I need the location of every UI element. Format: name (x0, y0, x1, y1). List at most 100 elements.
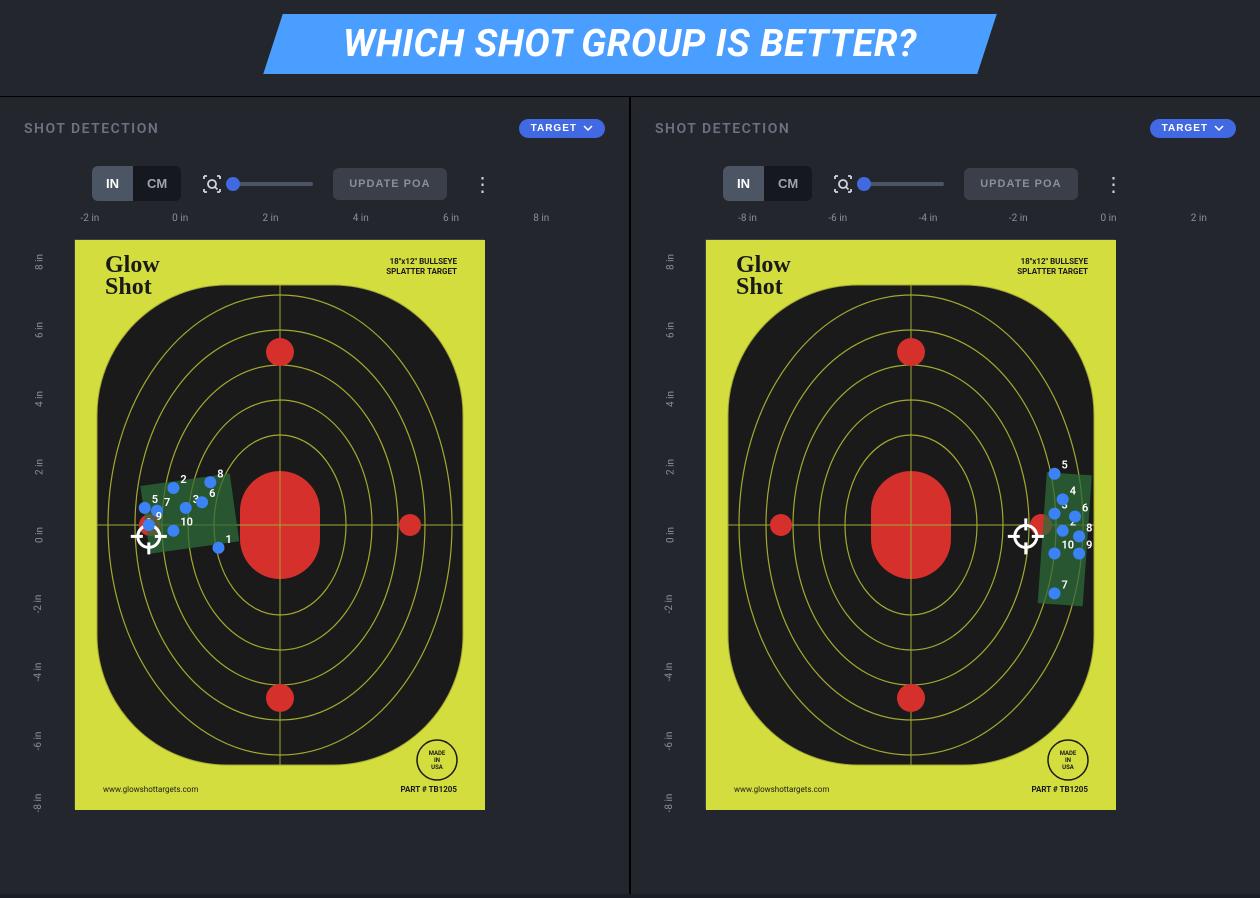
kebab-menu-icon[interactable]: ⋮ (467, 172, 499, 196)
x-axis: -8 in -6 in -4 in -2 in 0 in 2 in (705, 213, 1236, 233)
svg-text:8: 8 (217, 467, 223, 480)
y-tick: 0 in (665, 527, 676, 543)
y-tick: -8 in (664, 794, 675, 813)
kebab-menu-icon[interactable]: ⋮ (1098, 172, 1130, 196)
x-tick: 6 in (443, 213, 459, 224)
svg-text:7: 7 (164, 496, 170, 509)
zoom-slider[interactable] (864, 182, 944, 186)
zoom-control (832, 173, 944, 195)
unit-toggle: INCM (92, 166, 181, 201)
svg-text:PART # TB1205: PART # TB1205 (401, 785, 458, 794)
target-image[interactable]: GlowShot18"x12" BULLSEYESPLATTER TARGETw… (705, 239, 1115, 809)
x-tick: -6 in (828, 213, 847, 224)
update-poa-button[interactable]: UPDATE POA (964, 168, 1077, 200)
y-axis: 8 in6 in4 in2 in0 in-2 in-4 in-6 in-8 in (38, 239, 68, 809)
y-tick: -2 in (33, 594, 44, 613)
target-area: 8 in6 in4 in2 in0 in-2 in-4 in-6 in-8 in… (74, 239, 605, 809)
target-svg: GlowShot18"x12" BULLSEYESPLATTER TARGETw… (706, 240, 1116, 810)
y-tick: -6 in (33, 731, 44, 750)
svg-text:9: 9 (156, 510, 162, 523)
svg-text:IN: IN (1065, 757, 1071, 764)
svg-text:2: 2 (180, 473, 186, 486)
svg-text:10: 10 (180, 516, 193, 529)
svg-text:MADE: MADE (429, 750, 446, 757)
x-tick: 0 in (172, 213, 188, 224)
svg-text:1: 1 (226, 533, 232, 546)
x-tick: -2 in (81, 213, 100, 224)
svg-text:USA: USA (431, 764, 444, 771)
chevron-down-icon (1214, 123, 1224, 134)
svg-text:IN: IN (434, 757, 440, 764)
svg-text:5: 5 (1062, 459, 1068, 472)
svg-text:5: 5 (152, 493, 158, 506)
title-banner: WHICH SHOT GROUP IS BETTER? (263, 14, 996, 74)
unit-toggle: INCM (723, 166, 812, 201)
panel-right: SHOT DETECTIONTARGETINCMUPDATE POA⋮-8 in… (631, 97, 1260, 894)
svg-text:9: 9 (1086, 539, 1092, 552)
y-tick: 4 in (34, 391, 45, 407)
y-tick: 6 in (665, 322, 676, 338)
svg-text:MADE: MADE (1060, 750, 1077, 757)
svg-text:PART # TB1205: PART # TB1205 (1032, 785, 1089, 794)
svg-text:8: 8 (1086, 521, 1092, 534)
x-tick: 2 in (262, 213, 278, 224)
unit-cm-button[interactable]: CM (764, 166, 812, 201)
target-dropdown[interactable]: TARGET (1150, 119, 1236, 138)
svg-text:18"x12" BULLSEYE: 18"x12" BULLSEYE (390, 257, 458, 266)
panel-title: SHOT DETECTION (655, 121, 790, 137)
panel-header: SHOT DETECTION TARGET (655, 119, 1236, 138)
chevron-down-icon (583, 123, 593, 134)
y-tick: -2 in (664, 594, 675, 613)
update-poa-button[interactable]: UPDATE POA (333, 168, 446, 200)
zoom-slider[interactable] (233, 182, 313, 186)
svg-text:SPLATTER TARGET: SPLATTER TARGET (1017, 267, 1088, 276)
zoom-slider-thumb[interactable] (226, 177, 240, 191)
x-tick: 0 in (1101, 213, 1117, 224)
svg-text:www.glowshottargets.com: www.glowshottargets.com (103, 785, 198, 794)
panels-container: SHOT DETECTIONTARGETINCMUPDATE POA⋮-2 in… (0, 96, 1260, 894)
title-text: WHICH SHOT GROUP IS BETTER? (343, 22, 917, 66)
zoom-slider-thumb[interactable] (857, 177, 871, 191)
y-tick: 8 in (34, 254, 45, 270)
svg-text:6: 6 (1082, 501, 1088, 514)
unit-in-button[interactable]: IN (723, 166, 764, 201)
y-tick: 2 in (665, 459, 676, 475)
zoom-icon[interactable] (201, 173, 223, 195)
y-tick: -4 in (664, 663, 675, 682)
panel-left: SHOT DETECTIONTARGETINCMUPDATE POA⋮-2 in… (0, 97, 631, 894)
x-tick: 8 in (533, 213, 549, 224)
svg-text:18"x12" BULLSEYE: 18"x12" BULLSEYE (1021, 257, 1089, 266)
unit-in-button[interactable]: IN (92, 166, 133, 201)
y-tick: 8 in (665, 254, 676, 270)
toolbar: INCM UPDATE POA ⋮ (655, 166, 1236, 213)
panel-header: SHOT DETECTION TARGET (24, 119, 605, 138)
svg-text:6: 6 (209, 487, 215, 500)
unit-cm-button[interactable]: CM (133, 166, 181, 201)
toolbar: INCM UPDATE POA ⋮ (24, 166, 605, 213)
y-tick: 2 in (34, 459, 45, 475)
svg-text:4: 4 (1070, 484, 1076, 497)
x-axis: -2 in 0 in 2 in 4 in 6 in 8 in (74, 213, 605, 233)
y-tick: -8 in (33, 794, 44, 813)
svg-text:Shot: Shot (105, 274, 152, 300)
y-axis: 8 in6 in4 in2 in0 in-2 in-4 in-6 in-8 in (669, 239, 699, 809)
target-dropdown[interactable]: TARGET (519, 119, 605, 138)
y-tick: -6 in (664, 731, 675, 750)
x-tick: 2 in (1191, 213, 1207, 224)
panel-title: SHOT DETECTION (24, 121, 159, 137)
svg-text:Shot: Shot (736, 274, 783, 300)
banner-container: WHICH SHOT GROUP IS BETTER? (0, 0, 1260, 96)
zoom-icon[interactable] (832, 173, 854, 195)
target-svg: GlowShot18"x12" BULLSEYESPLATTER TARGETw… (75, 240, 485, 810)
svg-text:SPLATTER TARGET: SPLATTER TARGET (386, 267, 457, 276)
x-tick: -4 in (919, 213, 938, 224)
svg-text:10: 10 (1062, 539, 1075, 552)
y-tick: 0 in (34, 527, 45, 543)
x-tick: -2 in (1009, 213, 1028, 224)
target-image[interactable]: GlowShot18"x12" BULLSEYESPLATTER TARGETw… (74, 239, 484, 809)
x-tick: 4 in (353, 213, 369, 224)
svg-text:USA: USA (1062, 764, 1075, 771)
y-tick: -4 in (33, 663, 44, 682)
target-area: 8 in6 in4 in2 in0 in-2 in-4 in-6 in-8 in… (705, 239, 1236, 809)
x-tick: -8 in (738, 213, 757, 224)
